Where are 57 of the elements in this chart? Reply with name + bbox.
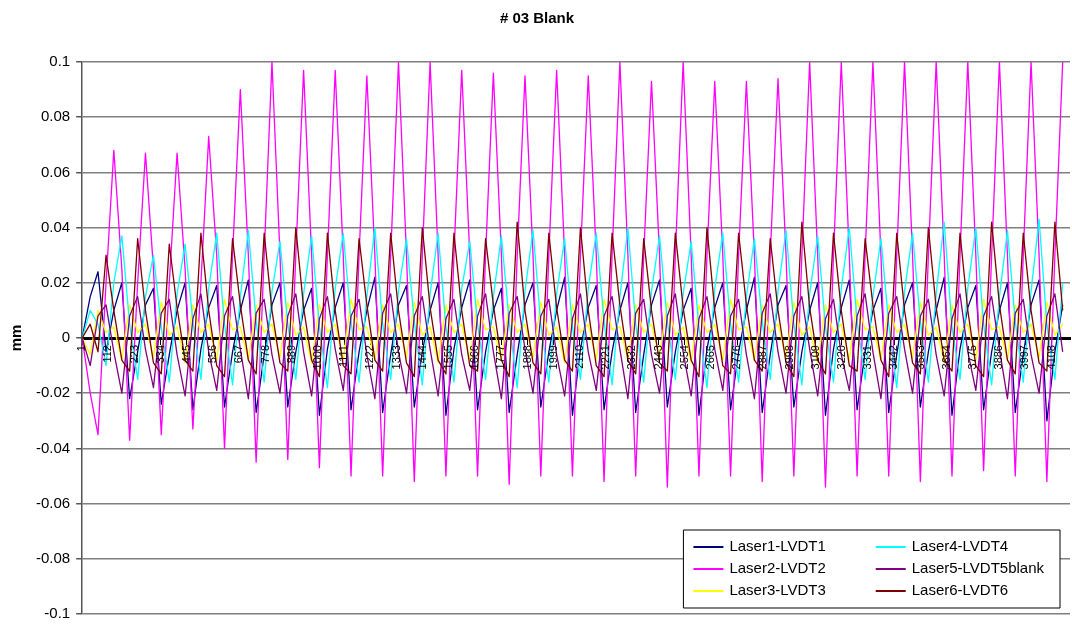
x-tick-label: 1111: [337, 345, 350, 368]
x-tick-label: 3442: [887, 345, 900, 370]
y-tick-label: -0.02: [35, 383, 71, 401]
x-tick-label: 2554: [677, 345, 690, 370]
y-tick-label: -0.04: [35, 438, 71, 456]
legend-label: Laser4-LVDT4: [911, 537, 1009, 555]
x-tick-label: 3886: [992, 345, 1005, 370]
x-tick-label: 223: [127, 345, 140, 364]
y-tick-label: -0.06: [35, 493, 71, 511]
x-tick-label: 3997: [1018, 345, 1031, 370]
x-tick-label: 556: [206, 345, 219, 364]
x-tick-label: 2443: [651, 345, 664, 370]
x-tick-label: 1222: [363, 345, 376, 370]
x-tick-label: 3220: [835, 345, 848, 370]
chart-title: # 03 Blank: [499, 9, 575, 27]
x-tick-label: 3331: [861, 345, 874, 370]
x-tick-label: 1000: [311, 345, 324, 370]
x-tick-label: 1777: [494, 345, 507, 370]
x-tick-label: 1666: [468, 345, 481, 370]
y-tick-label: 0.02: [40, 272, 71, 290]
x-tick-label: 1444: [415, 345, 428, 370]
legend-label: Laser5-LVDT5blank: [911, 559, 1045, 577]
x-tick-label: 2221: [599, 345, 612, 370]
legend-label: Laser2-LVDT2: [729, 559, 826, 577]
x-tick-label: 2332: [625, 345, 638, 370]
x-tick-label: 2665: [704, 345, 717, 370]
x-tick-label: 112: [101, 345, 114, 363]
x-tick-label: 1: [75, 345, 88, 352]
x-tick-label: 3664: [939, 345, 952, 370]
x-tick-label: 778: [258, 345, 271, 364]
y-tick-label: -0.1: [44, 604, 71, 622]
x-tick-label: 1999: [546, 345, 559, 370]
x-tick-label: 4108: [1044, 345, 1057, 370]
x-tick-label: 445: [180, 345, 193, 364]
y-axis-title: mm: [7, 324, 25, 352]
y-tick-label: 0.08: [40, 107, 71, 125]
y-tick-label: 0.04: [40, 217, 71, 235]
x-tick-label: 2110: [573, 345, 586, 369]
x-tick-label: 334: [153, 345, 166, 364]
x-tick-label: 1555: [442, 345, 455, 370]
legend-label: Laser1-LVDT1: [729, 537, 826, 555]
y-tick-label: -0.08: [35, 548, 71, 566]
x-tick-label: 889: [284, 345, 297, 364]
x-tick-label: 1888: [520, 345, 533, 370]
x-tick-label: 2998: [782, 345, 795, 370]
x-tick-label: 667: [232, 345, 245, 364]
x-tick-label: 2776: [730, 345, 743, 370]
x-tick-label: 3775: [966, 345, 979, 370]
x-tick-label: 3109: [808, 345, 821, 370]
y-tick-label: 0.06: [40, 162, 71, 180]
x-tick-label: 2887: [756, 345, 769, 370]
legend-label: Laser6-LVDT6: [911, 581, 1009, 599]
y-tick-label: 0: [61, 328, 71, 346]
x-tick-label: 3553: [913, 345, 926, 370]
legend-label: Laser3-LVDT3: [729, 581, 826, 599]
y-tick-label: 0.1: [49, 52, 71, 70]
x-tick-label: 1333: [389, 345, 402, 370]
